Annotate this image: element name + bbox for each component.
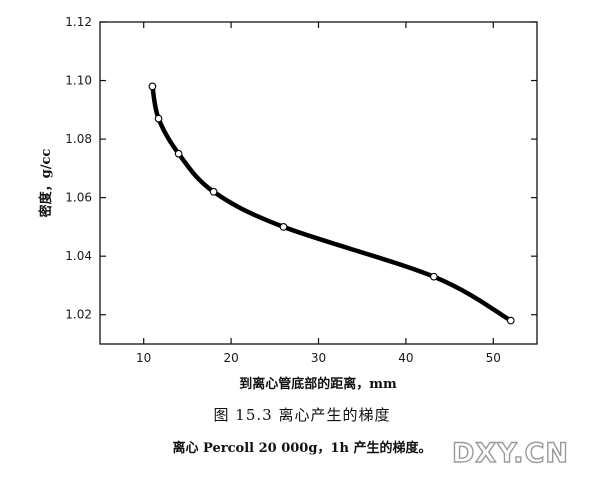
x-tick-label: 50 (486, 351, 501, 365)
x-tick-label: 40 (398, 351, 413, 365)
data-points (148, 82, 515, 325)
x-axis-label: 到离心管底部的距离，mm (239, 376, 397, 392)
figure-caption: 离心 Percoll 20 000g，1h 产生的梯度。 (172, 441, 432, 456)
y-tick-label: 1.12 (65, 15, 92, 29)
data-point (279, 223, 288, 231)
y-axis-label: 密度，g/cc (38, 149, 54, 219)
y-tick-label: 1.10 (65, 74, 92, 88)
data-point (430, 272, 438, 281)
data-point (154, 114, 163, 123)
y-tick-label: 1.04 (65, 249, 92, 263)
y-tick-label: 1.06 (65, 191, 92, 205)
x-tick-label: 30 (311, 351, 326, 365)
x-tick-label: 10 (136, 351, 151, 365)
x-tick-label: 20 (223, 351, 238, 365)
density-curve (150, 84, 514, 323)
data-point (148, 82, 157, 91)
x-axis-ticks: 10 20 30 40 50 (136, 22, 501, 365)
y-axis-ticks: 1.02 1.04 1.06 1.08 1.10 1.12 (65, 15, 537, 322)
data-point (506, 316, 515, 325)
watermark-logo: DXY.CN (451, 437, 569, 469)
data-point (174, 149, 183, 158)
y-tick-label: 1.08 (65, 132, 92, 146)
data-point (209, 187, 218, 196)
figure-title: 图 15.3 离心产生的梯度 (213, 406, 391, 424)
y-tick-label: 1.02 (65, 308, 92, 322)
